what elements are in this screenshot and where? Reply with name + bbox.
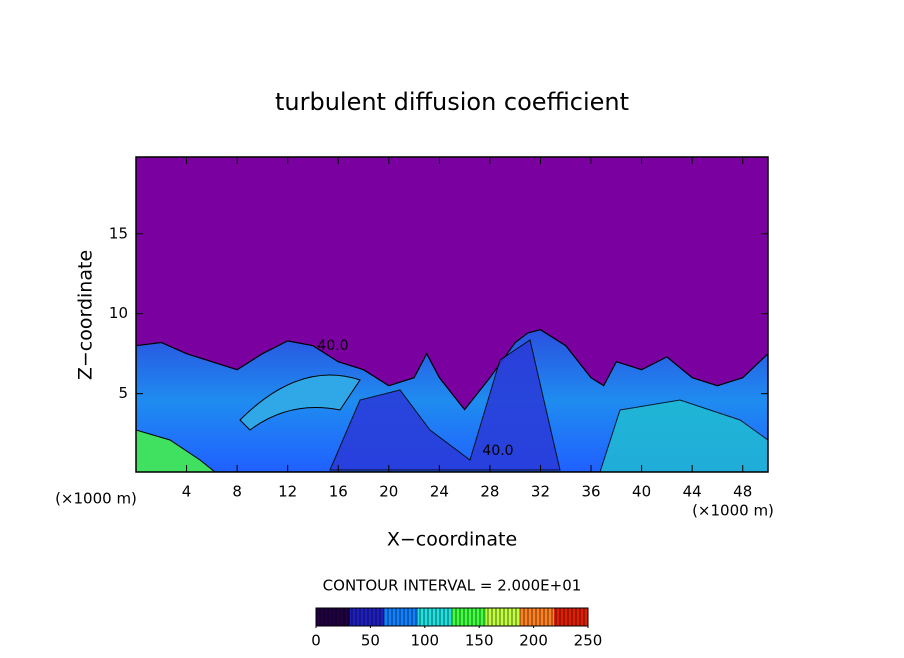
- x-tick-label: 20: [379, 483, 398, 501]
- x-unit: (×1000 m): [55, 490, 137, 508]
- y-tick-label: 15: [109, 224, 128, 242]
- x-tick-label: 8: [232, 483, 242, 501]
- colorbar-tick-label: 50: [361, 632, 380, 650]
- contour-label: 40.0: [317, 338, 348, 354]
- inner-region: [329, 339, 561, 471]
- inner-region: [136, 429, 216, 472]
- x-tick-label: 4: [182, 483, 192, 501]
- x-unit: (×1000 m): [692, 502, 774, 520]
- colorbar-segment: [554, 608, 589, 626]
- colorbar-tick-label: 200: [519, 632, 548, 650]
- x-tick-label: 28: [480, 483, 499, 501]
- inner-region: [239, 374, 361, 431]
- x-tick-label: 44: [683, 483, 702, 501]
- x-tick-label: 48: [733, 483, 752, 501]
- plot-frame: [135, 156, 769, 473]
- x-axis-label: X−coordinate: [387, 529, 517, 551]
- y-tick-label: 5: [118, 384, 128, 402]
- colorbar-tick-label: 0: [311, 632, 321, 650]
- y-tick-label: 10: [109, 304, 128, 322]
- inner-region: [599, 399, 768, 472]
- colorbar-tick-label: 250: [574, 632, 603, 650]
- y-axis-label: Z−coordinate: [75, 250, 97, 380]
- colorbar-segment: [486, 608, 521, 626]
- colorbar-segment: [384, 608, 419, 626]
- colorbar-segment: [520, 608, 555, 626]
- x-tick-label: 16: [329, 483, 348, 501]
- colorbar-frame: [315, 607, 589, 627]
- x-tick-label: 36: [581, 483, 600, 501]
- colorbar-segment: [316, 608, 351, 626]
- colorbar-segment: [452, 608, 487, 626]
- contour-label: 40.0: [482, 443, 513, 459]
- colorbar-tick-label: 150: [465, 632, 494, 650]
- field: [136, 329, 768, 472]
- x-tick-label: 40: [632, 483, 651, 501]
- x-tick-label: 32: [531, 483, 550, 501]
- colorbar-segment: [350, 608, 385, 626]
- x-tick-label: 12: [278, 483, 297, 501]
- colorbar-tick-label: 100: [410, 632, 439, 650]
- x-tick-label: 24: [430, 483, 449, 501]
- contour-interval: CONTOUR INTERVAL = 2.000E+01: [323, 577, 582, 595]
- chart-title: turbulent diffusion coefficient: [275, 88, 629, 116]
- colorbar-segment: [418, 608, 453, 626]
